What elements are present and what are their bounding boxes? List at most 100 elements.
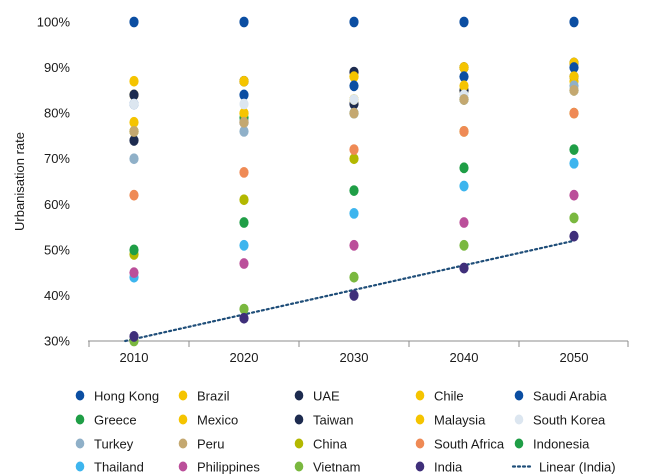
point-philippines-2020 — [239, 258, 249, 269]
legend-label-chile: Chile — [434, 389, 464, 404]
point-thailand-2030 — [349, 208, 359, 219]
point-indonesia-2050 — [569, 144, 579, 156]
point-south-africa-2040 — [459, 125, 469, 137]
point-hong-kong-2040 — [459, 16, 469, 28]
point-uae-2010 — [129, 89, 139, 101]
y-tick-label-90: 90% — [44, 60, 70, 75]
point-peru-2050 — [569, 84, 579, 96]
legend-marker-thailand — [75, 461, 85, 472]
point-saudi-arabia-2050 — [569, 62, 579, 73]
point-saudi-arabia-2030 — [349, 80, 359, 92]
point-india-2050 — [569, 230, 579, 242]
legend-marker-turkey — [75, 438, 85, 449]
legend-label-philippines: Philippines — [197, 460, 260, 475]
x-tick-label-2050: 2050 — [560, 350, 589, 365]
point-south-korea-2030 — [349, 94, 359, 105]
legend-marker-taiwan — [294, 414, 304, 425]
point-india-2040 — [459, 262, 469, 274]
legend-label-south-africa: South Africa — [434, 437, 505, 452]
point-mexico-2010 — [129, 116, 139, 128]
legend-label-china: China — [313, 437, 348, 452]
legend-label-indonesia: Indonesia — [533, 437, 590, 452]
legend-label-thailand: Thailand — [94, 460, 144, 475]
point-saudi-arabia-2020 — [239, 89, 249, 101]
point-south-korea-2020 — [239, 98, 249, 110]
point-vietnam-2040 — [459, 239, 469, 251]
point-hong-kong-2050 — [569, 16, 579, 28]
point-indonesia-2030 — [349, 185, 359, 197]
legend-marker-south-africa — [415, 438, 425, 449]
legend-marker-china — [294, 438, 304, 449]
y-tick-label-70: 70% — [44, 151, 70, 166]
point-vietnam-2050 — [569, 212, 579, 224]
legend-marker-indonesia — [514, 438, 524, 449]
x-tick-label-2020: 2020 — [230, 350, 259, 365]
point-philippines-2040 — [459, 217, 469, 228]
point-thailand-2040 — [459, 180, 469, 192]
legend-label-uae: UAE — [313, 389, 340, 404]
x-tick-label-2030: 2030 — [340, 350, 369, 365]
legend-label-greece: Greece — [94, 413, 137, 428]
y-tick-label-60: 60% — [44, 197, 70, 212]
legend-label-south-korea: South Korea — [533, 413, 606, 428]
point-india-2010 — [129, 331, 139, 342]
legend-label-brazil: Brazil — [197, 389, 230, 404]
point-peru-2030 — [349, 107, 359, 119]
point-indonesia-2010 — [129, 244, 139, 256]
x-tick-label-2040: 2040 — [450, 350, 479, 365]
legend-label-saudi-arabia: Saudi Arabia — [533, 389, 607, 404]
legend-marker-mexico — [178, 414, 188, 425]
legend-marker-india — [415, 461, 425, 472]
point-indonesia-2020 — [239, 217, 249, 228]
point-south-africa-2020 — [239, 166, 249, 178]
point-chile-2020 — [239, 75, 249, 87]
point-peru-2010 — [129, 125, 139, 137]
legend-label-taiwan: Taiwan — [313, 413, 353, 428]
point-malaysia-2050 — [569, 71, 579, 83]
point-malaysia-2040 — [459, 80, 469, 92]
point-philippines-2050 — [569, 189, 579, 201]
legend-marker-brazil — [178, 390, 188, 401]
legend-label-mexico: Mexico — [197, 413, 238, 428]
legend-marker-malaysia — [415, 414, 425, 425]
y-tick-label-30: 30% — [44, 334, 70, 349]
legend-marker-philippines — [178, 461, 188, 472]
point-turkey-2010 — [129, 153, 139, 165]
trendline-india — [124, 239, 576, 343]
y-tick-label-50: 50% — [44, 242, 70, 257]
point-south-africa-2050 — [569, 107, 579, 119]
legend-marker-hong-kong — [75, 390, 85, 401]
legend-label-linear-india: Linear (India) — [539, 460, 616, 475]
point-hong-kong-2030 — [349, 16, 359, 28]
legend-marker-uae — [294, 390, 304, 401]
legend-marker-greece — [75, 414, 85, 425]
point-south-korea-2010 — [129, 98, 139, 110]
legend-marker-south-korea — [514, 414, 524, 425]
point-china-2030 — [349, 153, 359, 165]
point-south-africa-2010 — [129, 189, 139, 201]
legend-label-vietnam: Vietnam — [313, 460, 360, 475]
y-tick-label-80: 80% — [44, 106, 70, 121]
point-india-2020 — [239, 312, 249, 324]
point-thailand-2050 — [569, 157, 579, 169]
point-vietnam-2030 — [349, 271, 359, 283]
point-saudi-arabia-2040 — [459, 71, 469, 83]
legend-label-malaysia: Malaysia — [434, 413, 486, 428]
y-tick-label-40: 40% — [44, 288, 70, 303]
legend-label-turkey: Turkey — [94, 437, 134, 452]
legend-marker-peru — [178, 438, 188, 449]
legend-marker-vietnam — [294, 461, 304, 472]
point-malaysia-2020 — [239, 107, 249, 119]
point-chile-2010 — [129, 75, 139, 87]
point-south-africa-2030 — [349, 144, 359, 156]
point-philippines-2010 — [129, 267, 139, 279]
point-hong-kong-2020 — [239, 16, 249, 28]
point-thailand-2020 — [239, 239, 249, 251]
point-hong-kong-2010 — [129, 16, 139, 28]
point-peru-2040 — [459, 94, 469, 105]
point-taiwan-2010 — [129, 135, 139, 146]
point-india-2030 — [349, 290, 359, 301]
legend-label-india: India — [434, 460, 463, 475]
